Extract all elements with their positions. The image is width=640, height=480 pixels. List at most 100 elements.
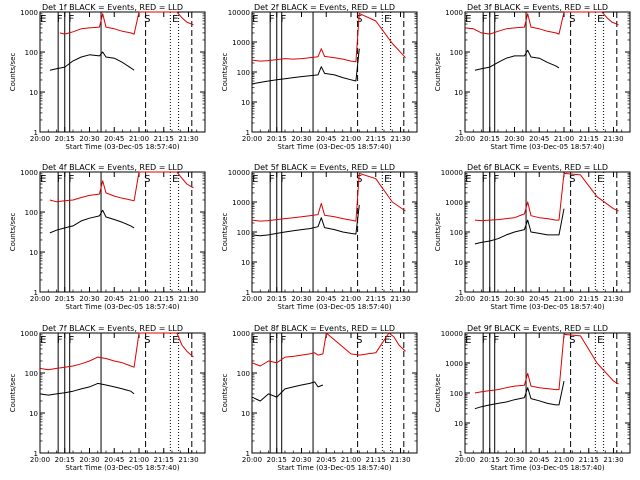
y-tick-label: 1000 bbox=[20, 330, 38, 338]
x-axis-label: Start Time (03-Dec-05 18:57:40) bbox=[277, 143, 391, 151]
x-tick-label: 20:45 bbox=[104, 456, 124, 464]
event-marker-label: S bbox=[356, 335, 362, 346]
series-line-lld bbox=[49, 171, 194, 203]
series-line-events bbox=[474, 49, 560, 71]
y-tick-label: 10 bbox=[29, 410, 38, 418]
x-tick-label: 20:15 bbox=[55, 456, 75, 464]
y-axis-label: Counts/sec bbox=[434, 53, 442, 92]
x-tick-label: 21:15 bbox=[154, 295, 174, 303]
y-tick-label: 100 bbox=[25, 209, 38, 217]
event-marker-label: S bbox=[569, 14, 575, 25]
series-line-lld bbox=[59, 11, 194, 35]
x-tick-label: 21:15 bbox=[366, 135, 386, 143]
series-line-lld bbox=[464, 11, 619, 35]
x-tick-label: 21:30 bbox=[603, 135, 623, 143]
series-line-lld bbox=[251, 332, 406, 367]
y-tick-label: 10 bbox=[454, 89, 463, 97]
event-marker-label: S bbox=[144, 335, 150, 346]
x-tick-label: 20:15 bbox=[55, 295, 75, 303]
y-tick-label: 10000 bbox=[441, 330, 463, 338]
x-tick-label: 21:30 bbox=[178, 135, 198, 143]
x-tick-label: 20:45 bbox=[316, 295, 336, 303]
series-line-events bbox=[49, 51, 135, 71]
x-tick-label: 20:30 bbox=[79, 295, 99, 303]
detector-panel: Det 6f BLACK = Events, RED = LLD 1 10 100 10… bbox=[434, 163, 631, 311]
y-tick-label: 10 bbox=[29, 249, 38, 257]
event-marker-label: E bbox=[172, 174, 178, 185]
x-tick-label: 21:30 bbox=[178, 456, 198, 464]
event-marker-label: E bbox=[384, 14, 390, 25]
x-tick-label: 20:00 bbox=[455, 295, 475, 303]
x-axis-label: Start Time (03-Dec-05 18:57:40) bbox=[490, 143, 604, 151]
x-tick-label: 20:30 bbox=[291, 456, 311, 464]
x-tick-label: 20:45 bbox=[104, 135, 124, 143]
event-marker-label: F bbox=[68, 14, 74, 25]
x-tick-label: 20:00 bbox=[30, 295, 50, 303]
series-line-events bbox=[251, 204, 360, 237]
series-line-lld bbox=[251, 172, 406, 222]
x-tick-label: 21:30 bbox=[603, 295, 623, 303]
x-tick-label: 20:30 bbox=[504, 456, 524, 464]
x-axis-label: Start Time (03-Dec-05 18:57:40) bbox=[490, 464, 604, 472]
event-marker-label: E bbox=[40, 174, 46, 185]
detector-panel: Det 4f BLACK = Events, RED = LLD 1 10 100 10… bbox=[9, 163, 206, 311]
y-tick-label: 1000 bbox=[232, 199, 250, 207]
x-axis-label: Start Time (03-Dec-05 18:57:40) bbox=[277, 464, 391, 472]
x-tick-label: 21:30 bbox=[178, 295, 198, 303]
x-tick-label: 20:45 bbox=[104, 295, 124, 303]
y-tick-label: 10000 bbox=[228, 9, 250, 17]
x-axis-label: Start Time (03-Dec-05 18:57:40) bbox=[65, 464, 179, 472]
event-marker-label: F bbox=[269, 335, 275, 346]
y-tick-label: 1000 bbox=[445, 199, 463, 207]
x-tick-label: 21:00 bbox=[341, 135, 361, 143]
x-tick-label: 21:30 bbox=[603, 456, 623, 464]
event-marker-label: F bbox=[57, 14, 63, 25]
series-line-events bbox=[474, 380, 565, 410]
event-marker-label: S bbox=[569, 174, 575, 185]
event-marker-label: F bbox=[269, 174, 275, 185]
y-tick-label: 1 bbox=[34, 450, 38, 458]
event-marker-label: F bbox=[280, 14, 286, 25]
x-tick-label: 20:30 bbox=[79, 456, 99, 464]
series-line-lld bbox=[251, 12, 406, 63]
panel-title: Det 4f BLACK = Events, RED = LLD bbox=[42, 163, 183, 172]
event-marker-label: F bbox=[482, 335, 488, 346]
series-line-events bbox=[39, 382, 135, 396]
x-tick-label: 20:30 bbox=[504, 295, 524, 303]
y-tick-label: 100 bbox=[25, 49, 38, 57]
event-marker-label: F bbox=[280, 335, 286, 346]
y-tick-label: 10 bbox=[241, 259, 250, 267]
y-axis-label: Counts/sec bbox=[9, 213, 17, 252]
x-tick-label: 20:15 bbox=[267, 456, 287, 464]
series-line-lld bbox=[39, 332, 194, 371]
x-tick-label: 21:00 bbox=[129, 295, 149, 303]
panel-title: Det 6f BLACK = Events, RED = LLD bbox=[467, 163, 608, 172]
x-tick-label: 21:15 bbox=[579, 456, 599, 464]
detector-panel: Det 3f BLACK = Events, RED = LLD 1 10 100 10… bbox=[434, 3, 631, 151]
event-marker-label: E bbox=[40, 335, 46, 346]
x-tick-label: 20:00 bbox=[242, 456, 262, 464]
x-tick-label: 20:45 bbox=[529, 456, 549, 464]
x-tick-label: 21:15 bbox=[579, 135, 599, 143]
panel-title: Det 5f BLACK = Events, RED = LLD bbox=[254, 163, 395, 172]
event-marker-label: E bbox=[465, 174, 471, 185]
panel-title: Det 9f BLACK = Events, RED = LLD bbox=[467, 324, 608, 333]
y-tick-label: 1 bbox=[459, 289, 463, 297]
y-tick-label: 1000 bbox=[445, 9, 463, 17]
y-tick-label: 10 bbox=[241, 99, 250, 107]
y-tick-label: 1 bbox=[246, 289, 250, 297]
x-tick-label: 20:15 bbox=[267, 135, 287, 143]
x-tick-label: 20:15 bbox=[480, 135, 500, 143]
x-tick-label: 20:00 bbox=[242, 295, 262, 303]
x-tick-label: 21:00 bbox=[341, 456, 361, 464]
event-marker-label: F bbox=[68, 174, 74, 185]
x-tick-label: 20:15 bbox=[480, 295, 500, 303]
x-tick-label: 21:00 bbox=[554, 456, 574, 464]
x-tick-label: 21:15 bbox=[366, 295, 386, 303]
x-tick-label: 21:30 bbox=[390, 456, 410, 464]
y-tick-label: 1 bbox=[459, 129, 463, 137]
x-tick-label: 21:00 bbox=[554, 135, 574, 143]
y-tick-label: 1 bbox=[246, 129, 250, 137]
event-marker-label: E bbox=[252, 174, 258, 185]
y-tick-label: 100 bbox=[237, 229, 250, 237]
